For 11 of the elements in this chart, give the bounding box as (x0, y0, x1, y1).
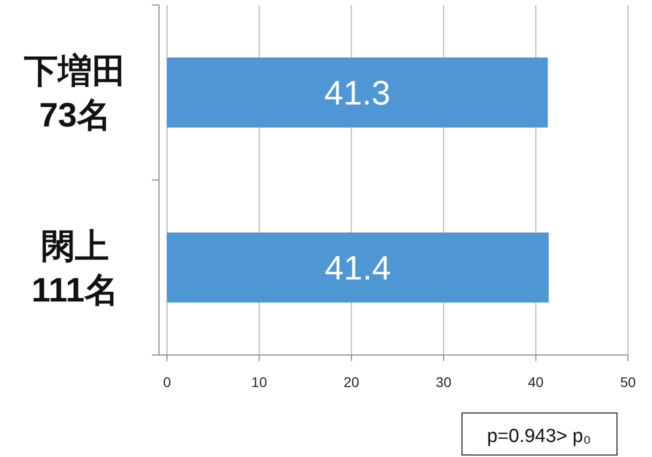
x-tick-label: 20 (344, 374, 360, 390)
y-tick-label: 閖上 111名 (32, 228, 118, 310)
x-tick-label: 10 (251, 374, 268, 390)
y-tick-label: 下増田 73名 (23, 52, 126, 134)
x-tick-label: 40 (528, 374, 544, 390)
text: p=0.943> p₀ (486, 426, 592, 447)
x-tick-label: 30 (436, 374, 452, 390)
x-tick-label: 50 (620, 374, 636, 390)
data-label: 41.4 (324, 250, 391, 288)
x-tick-label: 0 (163, 374, 172, 390)
data-label: 41.3 (324, 74, 390, 112)
